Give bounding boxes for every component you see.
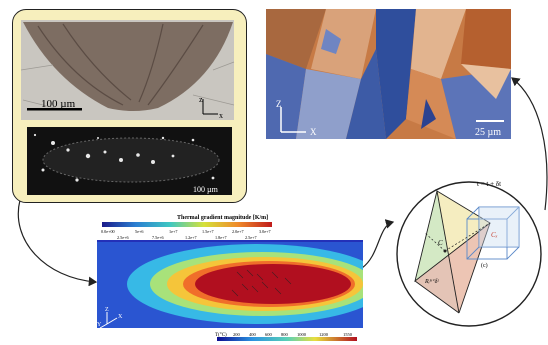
thermal-axis-z: Z (105, 307, 109, 313)
ca-neighbor-label: Cₓ (491, 231, 498, 239)
thermal-axis-y: Y (97, 322, 102, 328)
ca-cell-label: (c) (481, 262, 488, 269)
grad-tick-0: 0.0e+00 (101, 229, 115, 234)
temp-tick-2: 600 (265, 332, 273, 337)
cellular-automaton-schematic: t = t + δt C Cₓ (c) Rᵢⁿ⁺δᵗ (395, 171, 543, 337)
thermal-simulation: Thermal gradient magnitude [K/m] 0.0e+00… (97, 212, 363, 342)
grad-tick-2: 1e+7 (169, 229, 177, 234)
micrograph-scale-top: 100 µm (41, 98, 76, 110)
grad-tick-lower-0: 2.5e+6 (117, 235, 129, 240)
temp-tick-0: 200 (233, 332, 241, 337)
temp-tick-4: 1000 (297, 332, 307, 337)
ca-diagram: t = t + δt C Cₓ (c) Rᵢⁿ⁺δᵗ (396, 180, 542, 327)
grad-tick-4: 2.0e+7 (232, 229, 244, 234)
micrograph-scale-bottom: 100 µm (193, 185, 219, 194)
ebsd-grain-map: Z X 25 µm (266, 9, 511, 139)
temp-tick-6: 1550 (343, 332, 353, 337)
thermal-title: Thermal gradient magnitude [K/m] (177, 215, 268, 221)
micrograph-axis-x: x (219, 111, 223, 120)
grad-tick-lower-2: 1.2e+7 (185, 235, 197, 240)
grad-tick-lower-3: 1.8e+7 (215, 235, 227, 240)
ebsd-axis-z: Z (276, 99, 282, 109)
weld-micrograph-image: 100 µm z x 100 µm (20, 20, 235, 195)
temp-tick-3: 800 (281, 332, 289, 337)
arrow-ca-to-ebsd (511, 77, 548, 211)
thermal-axis-x: X (118, 314, 123, 320)
arrow-micro-to-thermal (17, 199, 98, 287)
micrograph-panel: 100 µm z x 100 µm (12, 9, 247, 203)
grad-tick-lower-1: 7.5e+6 (152, 235, 164, 240)
temp-tick-5: 1200 (319, 332, 329, 337)
grad-tick-lower-4: 2.5e+7 (245, 235, 257, 240)
grad-tick-5: 3.0e+7 (259, 229, 271, 234)
grad-tick-1: 5e+6 (135, 229, 143, 234)
ebsd-scale-bar: 25 µm (475, 127, 501, 138)
grad-tick-3: 1.5e+7 (202, 229, 214, 234)
temp-label: T(°C) (215, 333, 227, 338)
micrograph-axis-z: z (199, 95, 203, 104)
thermal-field-image: Thermal gradient magnitude [K/m] 0.0e+00… (97, 212, 363, 342)
ca-center-label: C (438, 239, 443, 247)
ebsd-image: Z X 25 µm (266, 9, 511, 139)
temp-tick-1: 400 (249, 332, 257, 337)
ebsd-axis-x: X (310, 127, 317, 137)
arrow-thermal-to-ca (361, 219, 395, 269)
ca-time-label: t = t + δt (477, 180, 501, 188)
ca-radius-label: Rᵢⁿ⁺δᵗ (424, 278, 439, 285)
